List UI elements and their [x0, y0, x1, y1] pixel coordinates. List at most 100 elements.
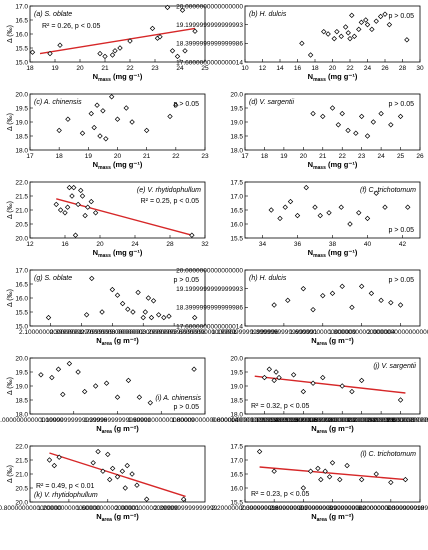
x-tick-label: 23: [358, 153, 366, 160]
panel-label: (h) H. dulcis: [249, 275, 287, 282]
y-tick-label: 18.5: [230, 133, 243, 140]
data-point: [378, 297, 384, 304]
data-point: [107, 476, 113, 483]
data-point: [66, 360, 73, 367]
data-point: [285, 297, 291, 304]
x-tick-label: 2.00000000000000000: [367, 329, 428, 336]
data-point: [129, 471, 135, 477]
x-tick-label: 1.80000000000000004: [328, 329, 395, 336]
x-tick-label: 1.39999999999999991: [84, 417, 151, 424]
x-axis-label: Nmass (mg g⁻¹): [93, 248, 143, 259]
stat-annotation: p > 0.05: [389, 13, 415, 20]
x-tick-label: 19: [280, 153, 288, 160]
x-tick-label: 1.39999999999999991: [270, 417, 337, 424]
data-point: [85, 204, 91, 210]
data-point: [82, 212, 88, 219]
data-point: [148, 314, 155, 321]
stat-annotation: R² = 0.49, p < 0.01: [36, 483, 94, 490]
data-point: [344, 462, 350, 469]
data-point: [386, 21, 393, 28]
data-point: [326, 474, 333, 480]
x-tick-label: 0.8000000000000000: [0, 505, 62, 512]
stat-annotation: R² = 0.23, p < 0.05: [251, 491, 309, 498]
x-tick-label: 19: [85, 153, 93, 160]
y-tick-label: 18.5: [15, 133, 28, 140]
stat-annotation: R² = 0.25, p < 0.05: [141, 198, 199, 205]
stat-annotation: R² = 0.32, p < 0.05: [251, 403, 309, 410]
data-point: [53, 201, 59, 208]
data-point: [56, 127, 62, 134]
data-point: [382, 11, 388, 17]
data-point: [282, 204, 288, 210]
data-point: [147, 400, 154, 406]
data-point: [320, 292, 326, 299]
y-tick-label: 16.0: [15, 31, 28, 38]
data-point: [404, 37, 410, 43]
y-tick-label: 16.5: [230, 207, 243, 214]
y-tick-label: 21.0: [15, 471, 28, 478]
data-point: [405, 204, 411, 210]
data-point: [315, 465, 321, 472]
data-point: [60, 391, 66, 398]
data-point: [337, 476, 343, 483]
x-tick-label: 26: [416, 153, 424, 160]
data-point: [134, 482, 140, 488]
data-point: [192, 314, 198, 321]
x-tick-label: 2.20000000000000018: [348, 417, 415, 424]
data-point: [180, 496, 187, 502]
y-tick-label: 17.0: [15, 267, 28, 274]
data-point: [119, 468, 126, 474]
data-point: [92, 210, 99, 216]
x-tick-label: 18: [56, 153, 64, 160]
data-point: [135, 289, 141, 296]
data-point: [338, 204, 344, 210]
plot-frame: [244, 269, 421, 327]
data-point: [55, 366, 62, 372]
panel-label: (c) A. chinensis: [34, 99, 82, 106]
y-tick-label: 19.0: [15, 383, 28, 390]
panel-label: (b) H. dulcis: [249, 11, 287, 18]
y-tick-label: 15.5: [230, 499, 243, 506]
x-tick-label: 23: [201, 153, 209, 160]
data-point: [173, 102, 179, 108]
panel-label: (i) A. chinensis: [155, 395, 201, 402]
data-point: [56, 454, 62, 460]
x-tick-label: 2.60000000000000009: [387, 417, 428, 424]
y-tick-label: 17.5: [230, 179, 243, 186]
data-point: [88, 110, 94, 117]
y-tick-label: 18.3999999999999986: [176, 305, 243, 312]
data-point: [273, 369, 279, 375]
data-point: [377, 13, 384, 20]
y-tick-label: 19.5: [230, 369, 243, 376]
panel-d: 17 18 19 20 21 22 23 24 25 26 18.0 18.5 19.0 19.5 20.0…: [230, 91, 424, 171]
y-tick-label: 18.5: [15, 397, 28, 404]
x-tick-label: 17: [26, 153, 34, 160]
data-point: [129, 119, 135, 125]
stat-annotation: p > 0.05: [174, 404, 200, 411]
x-tick-label: 26: [381, 65, 389, 72]
data-point: [143, 496, 150, 502]
panel-j: 0.800000000000000041.000000000000000001.…: [212, 355, 428, 435]
data-point: [169, 48, 176, 54]
y-tick-label: 17.0: [230, 193, 243, 200]
x-tick-label: 28: [399, 65, 407, 72]
data-point: [256, 448, 263, 455]
x-tick-label: 19: [51, 65, 59, 72]
data-point: [329, 105, 336, 111]
x-tick-label: 3.2999999999999998: [142, 329, 206, 336]
data-point: [277, 215, 283, 222]
x-tick-label: 32: [201, 241, 209, 248]
x-tick-label: 24: [364, 65, 372, 72]
data-point: [66, 184, 73, 191]
data-point: [326, 210, 332, 216]
x-tick-label: 20: [114, 153, 122, 160]
x-tick-label: 14: [276, 65, 284, 72]
data-point: [363, 17, 369, 23]
data-point: [378, 110, 384, 117]
data-point: [358, 377, 365, 384]
panel-label: (e) V. rhytidophullum: [137, 187, 201, 194]
data-point: [335, 122, 342, 128]
data-point: [349, 304, 355, 311]
data-point: [125, 377, 132, 384]
data-point: [71, 184, 77, 191]
